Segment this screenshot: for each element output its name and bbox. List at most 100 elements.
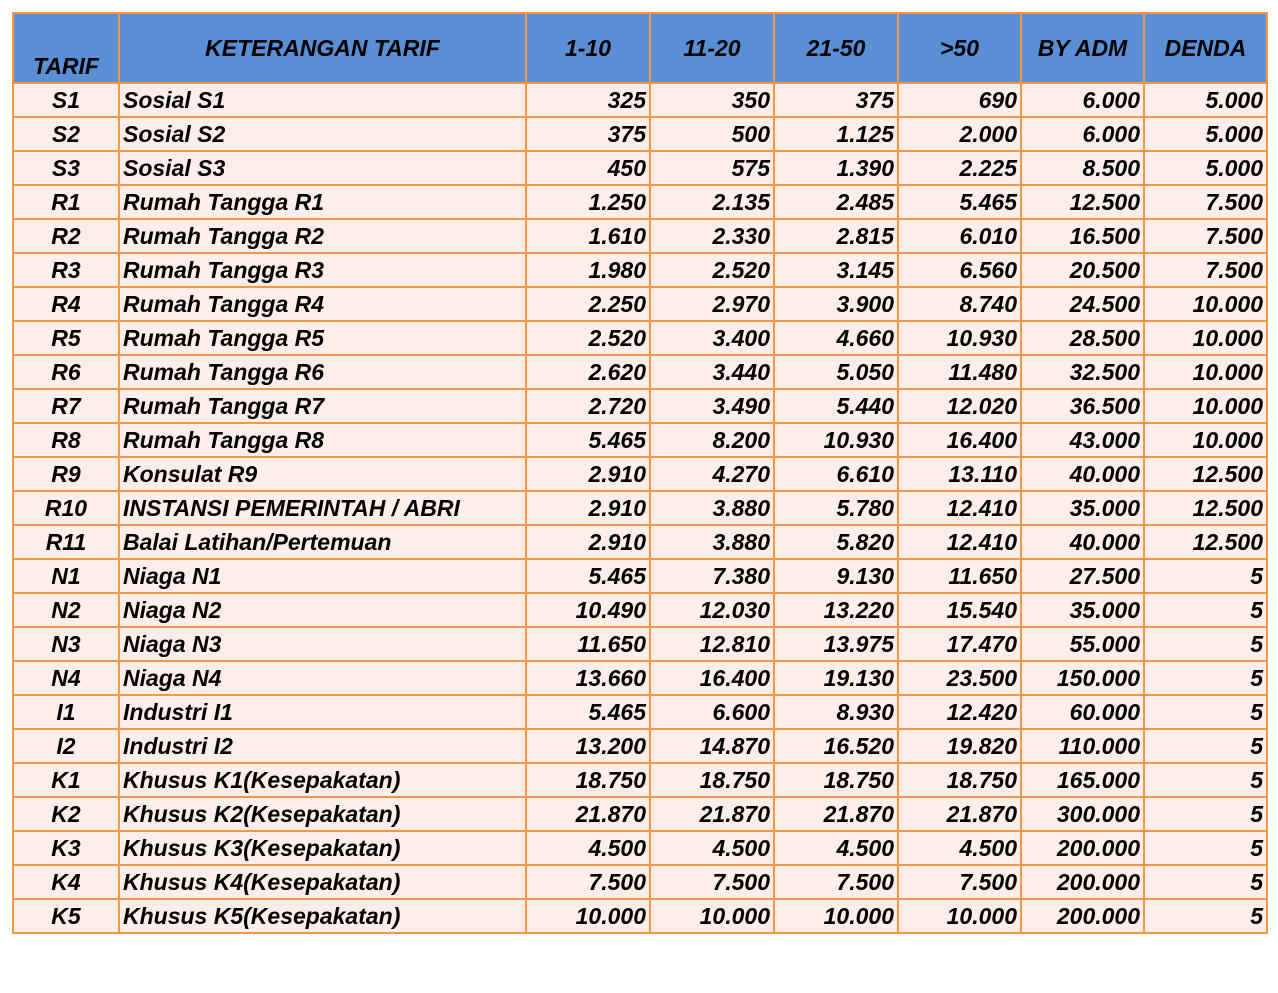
tariff-value: 60.000 [1020,694,1145,730]
tariff-value: 4.500 [897,830,1022,866]
tariff-value: 12.410 [897,490,1022,526]
table-row: K1 Khusus K1(Kesepakatan) 18.750 18.750 18.7… [12,762,1268,798]
tariff-value: 200.000 [1020,864,1145,900]
tariff-code: K2 [12,796,120,832]
tariff-value: 6.610 [773,456,899,492]
tariff-value: 200.000 [1020,898,1145,934]
tariff-code: R11 [12,524,120,560]
tariff-description: Khusus K3(Kesepakatan) [118,830,527,866]
tariff-code: R9 [12,456,120,492]
tariff-description: Balai Latihan/Pertemuan [118,524,527,560]
tariff-value: 325 [525,82,651,118]
tariff-description: Sosial S2 [118,116,527,152]
tariff-description: Rumah Tangga R2 [118,218,527,254]
tariff-value: 5 [1143,626,1268,662]
tariff-code: R1 [12,184,120,220]
tariff-value: 12.500 [1143,490,1268,526]
tariff-description: Sosial S1 [118,82,527,118]
tariff-code: K5 [12,898,120,934]
table-row: R9 Konsulat R9 2.910 4.270 6.610 13.110 40.000… [12,456,1268,492]
tariff-value: 20.500 [1020,252,1145,288]
tariff-code: R4 [12,286,120,322]
tariff-value: 32.500 [1020,354,1145,390]
tariff-value: 1.390 [773,150,899,186]
tariff-description: Rumah Tangga R6 [118,354,527,390]
tariff-value: 7.500 [1143,252,1268,288]
tariff-description: INSTANSI PEMERINTAH / ABRI [118,490,527,526]
tariff-description: Khusus K4(Kesepakatan) [118,864,527,900]
tariff-code: N4 [12,660,120,696]
tariff-value: 450 [525,150,651,186]
header-cell: TARIF [12,12,120,84]
table-header: TARIF KETERANGAN TARIF 1-10 11-20 21-50 >50 BY… [12,12,1268,84]
tariff-value: 8.930 [773,694,899,730]
header-cell: DENDA [1143,12,1268,84]
tariff-value: 3.490 [649,388,775,424]
tariff-value: 200.000 [1020,830,1145,866]
tariff-description: Niaga N1 [118,558,527,594]
tariff-value: 10.000 [897,898,1022,934]
tariff-description: Khusus K2(Kesepakatan) [118,796,527,832]
tariff-value: 5.000 [1143,116,1268,152]
tariff-value: 2.910 [525,524,651,560]
tariff-value: 7.500 [1143,218,1268,254]
table-row: R4 Rumah Tangga R4 2.250 2.970 3.900 8.740 24.… [12,286,1268,322]
tariff-value: 12.030 [649,592,775,628]
tariff-value: 14.870 [649,728,775,764]
tariff-value: 5 [1143,898,1268,934]
table-row: S1 Sosial S1 325 350 375 690 6.000 5.000 [12,82,1268,118]
tariff-value: 13.660 [525,660,651,696]
tariff-value: 2.620 [525,354,651,390]
tariff-value: 36.500 [1020,388,1145,424]
tariff-value: 27.500 [1020,558,1145,594]
tariff-value: 4.270 [649,456,775,492]
tariff-value: 2.250 [525,286,651,322]
tariff-table: TARIF KETERANGAN TARIF 1-10 11-20 21-50 >50 BY… [12,12,1268,934]
tariff-value: 7.500 [525,864,651,900]
tariff-value: 12.810 [649,626,775,662]
tariff-description: Industri I2 [118,728,527,764]
header-cell: >50 [897,12,1022,84]
tariff-description: Sosial S3 [118,150,527,186]
table-row: R6 Rumah Tangga R6 2.620 3.440 5.050 11.480 32… [12,354,1268,390]
table-row: N1 Niaga N1 5.465 7.380 9.130 11.650 27.500 5 [12,558,1268,594]
tariff-value: 5.780 [773,490,899,526]
tariff-value: 690 [897,82,1022,118]
tariff-value: 10.000 [649,898,775,934]
table-row: N4 Niaga N4 13.660 16.400 19.130 23.500 150.00… [12,660,1268,696]
tariff-code: S2 [12,116,120,152]
tariff-value: 8.200 [649,422,775,458]
tariff-value: 6.010 [897,218,1022,254]
tariff-value: 5.465 [525,694,651,730]
tariff-value: 1.610 [525,218,651,254]
tariff-code: K4 [12,864,120,900]
table-row: R3 Rumah Tangga R3 1.980 2.520 3.145 6.560 20.… [12,252,1268,288]
tariff-value: 4.500 [773,830,899,866]
tariff-value: 43.000 [1020,422,1145,458]
tariff-value: 12.500 [1020,184,1145,220]
tariff-value: 16.400 [649,660,775,696]
tariff-value: 6.000 [1020,82,1145,118]
tariff-value: 1.250 [525,184,651,220]
tariff-value: 13.975 [773,626,899,662]
tariff-value: 8.740 [897,286,1022,322]
tariff-description: Rumah Tangga R5 [118,320,527,356]
tariff-description: Niaga N3 [118,626,527,662]
tariff-value: 10.000 [1143,286,1268,322]
tariff-value: 6.000 [1020,116,1145,152]
tariff-code: R5 [12,320,120,356]
table-row: K4 Khusus K4(Kesepakatan) 7.500 7.500 7.500 7… [12,864,1268,900]
tariff-value: 350 [649,82,775,118]
tariff-value: 35.000 [1020,490,1145,526]
table-body: S1 Sosial S1 325 350 375 690 6.000 5.000 S2 Sosia… [12,82,1268,934]
tariff-value: 3.900 [773,286,899,322]
tariff-value: 17.470 [897,626,1022,662]
tariff-value: 10.000 [525,898,651,934]
tariff-value: 10.000 [1143,388,1268,424]
tariff-value: 5.465 [525,422,651,458]
table-row: R5 Rumah Tangga R5 2.520 3.400 4.660 10.930 28… [12,320,1268,356]
tariff-value: 10.000 [1143,320,1268,356]
tariff-description: Rumah Tangga R1 [118,184,527,220]
tariff-value: 5 [1143,796,1268,832]
